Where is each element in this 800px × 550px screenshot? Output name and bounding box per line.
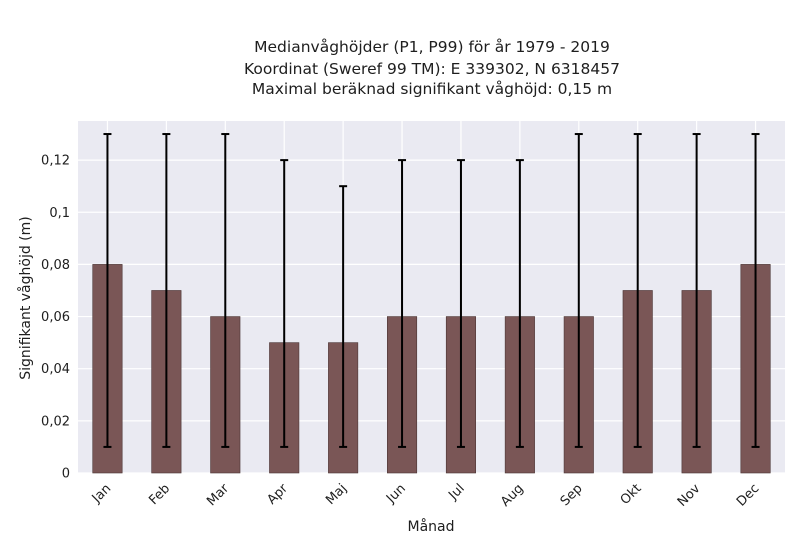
x-tick-label-mar: Mar [204,481,232,509]
plot-area [78,121,785,473]
x-tick-label-dec: Dec [734,481,762,509]
error-bar-mar [221,133,230,448]
x-tick-label-maj: Maj [323,481,350,508]
x-axis-ticks: Jan Feb Mar Apr Maj Jun Jul Aug Sep Okt Nov Dec [89,481,763,510]
x-tick-label-nov: Nov [675,481,704,510]
y-tick-label: 0,12 [41,154,70,169]
chart-title-line-3: Maximal beräknad signifikant våghöjd: 0,… [252,80,612,98]
error-bar-maj [339,185,348,448]
y-axis-label: Signifikant våghöjd (m) [17,216,34,379]
error-bar-okt [633,133,642,448]
error-bar-jan [103,133,112,448]
x-tick-label-apr: Apr [265,481,292,508]
y-tick-label: 0 [62,467,70,482]
y-axis-ticks: 0 0,02 0,04 0,06 0,08 0,1 0,12 [41,154,70,482]
y-tick-label: 0,08 [41,258,70,273]
error-bar-nov [692,133,701,448]
y-tick-label: 0,02 [41,414,70,429]
y-tick-label: 0,06 [41,310,70,325]
y-tick-label: 0,1 [49,206,70,221]
x-tick-label-jun: Jun [383,481,409,507]
error-bar-dec [751,133,760,448]
x-axis-label: Månad [408,518,455,535]
error-bar-sep [574,133,583,448]
x-tick-label-okt: Okt [618,481,645,508]
error-bars [103,133,760,448]
error-bar-jul [456,159,465,448]
x-tick-label-sep: Sep [558,481,586,509]
x-tick-label-aug: Aug [498,481,527,510]
chart-title-line-1: Medianvåghöjder (P1, P99) för år 1979 - … [254,38,610,56]
x-tick-label-jul: Jul [445,481,467,503]
error-bar-feb [162,133,171,448]
y-tick-label: 0,04 [41,362,70,377]
error-bar-apr [280,159,289,448]
x-tick-label-feb: Feb [146,481,173,508]
chart-title-line-2: Koordinat (Sweref 99 TM): E 339302, N 63… [244,60,620,78]
error-bar-jun [398,159,407,448]
x-tick-label-jan: Jan [89,481,114,506]
chart-title: Medianvåghöjder (P1, P99) för år 1979 - … [244,38,620,98]
error-bar-aug [515,159,524,448]
